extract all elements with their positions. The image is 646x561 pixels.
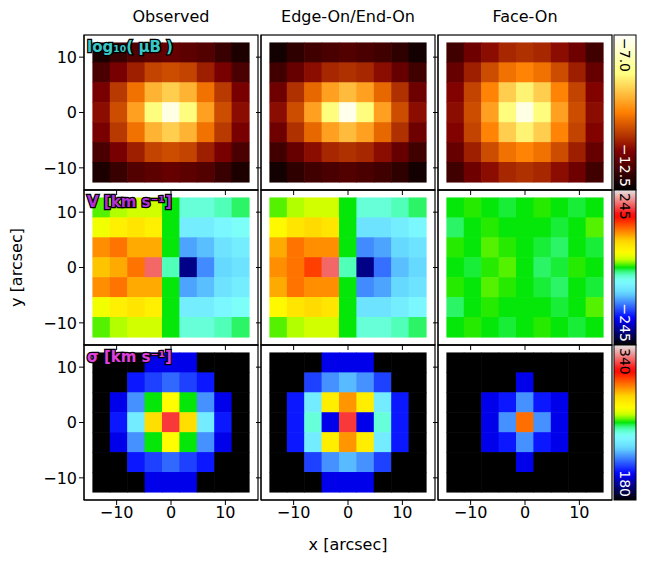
svg-text:y [arcsec]: y [arcsec]	[7, 228, 26, 307]
svg-text:−10: −10	[43, 314, 77, 333]
svg-text:−245: −245	[617, 304, 633, 342]
svg-text:0: 0	[520, 503, 530, 522]
svg-text:−10: −10	[454, 503, 488, 522]
svg-text:Face-On: Face-On	[492, 7, 557, 26]
svg-text:−10: −10	[277, 503, 311, 522]
svg-text:−10: −10	[43, 469, 77, 488]
svg-text:10: 10	[392, 503, 412, 522]
svg-text:0: 0	[67, 258, 77, 277]
svg-text:340: 340	[617, 348, 633, 375]
svg-text:10: 10	[57, 358, 77, 377]
svg-text:10: 10	[57, 48, 77, 67]
svg-text:0: 0	[343, 503, 353, 522]
svg-text:V [km s⁻¹]: V [km s⁻¹]	[87, 193, 172, 211]
svg-text:10: 10	[215, 503, 235, 522]
svg-text:Edge-On/End-On: Edge-On/End-On	[281, 7, 415, 26]
svg-text:σ [km s⁻¹]: σ [km s⁻¹]	[87, 348, 172, 366]
svg-text:0: 0	[166, 503, 176, 522]
svg-text:−7.0: −7.0	[617, 38, 633, 72]
svg-text:0: 0	[67, 103, 77, 122]
svg-text:log₁₀( μB ): log₁₀( μB )	[87, 38, 173, 56]
svg-text:180: 180	[617, 470, 633, 497]
svg-text:245: 245	[617, 193, 633, 220]
svg-text:−10: −10	[100, 503, 134, 522]
svg-text:Observed: Observed	[133, 7, 210, 26]
svg-text:0: 0	[67, 413, 77, 432]
svg-text:−10: −10	[43, 159, 77, 178]
svg-text:−12.5: −12.5	[617, 144, 633, 187]
svg-text:10: 10	[57, 203, 77, 222]
svg-text:10: 10	[569, 503, 589, 522]
svg-text:x [arcsec]: x [arcsec]	[309, 535, 388, 554]
